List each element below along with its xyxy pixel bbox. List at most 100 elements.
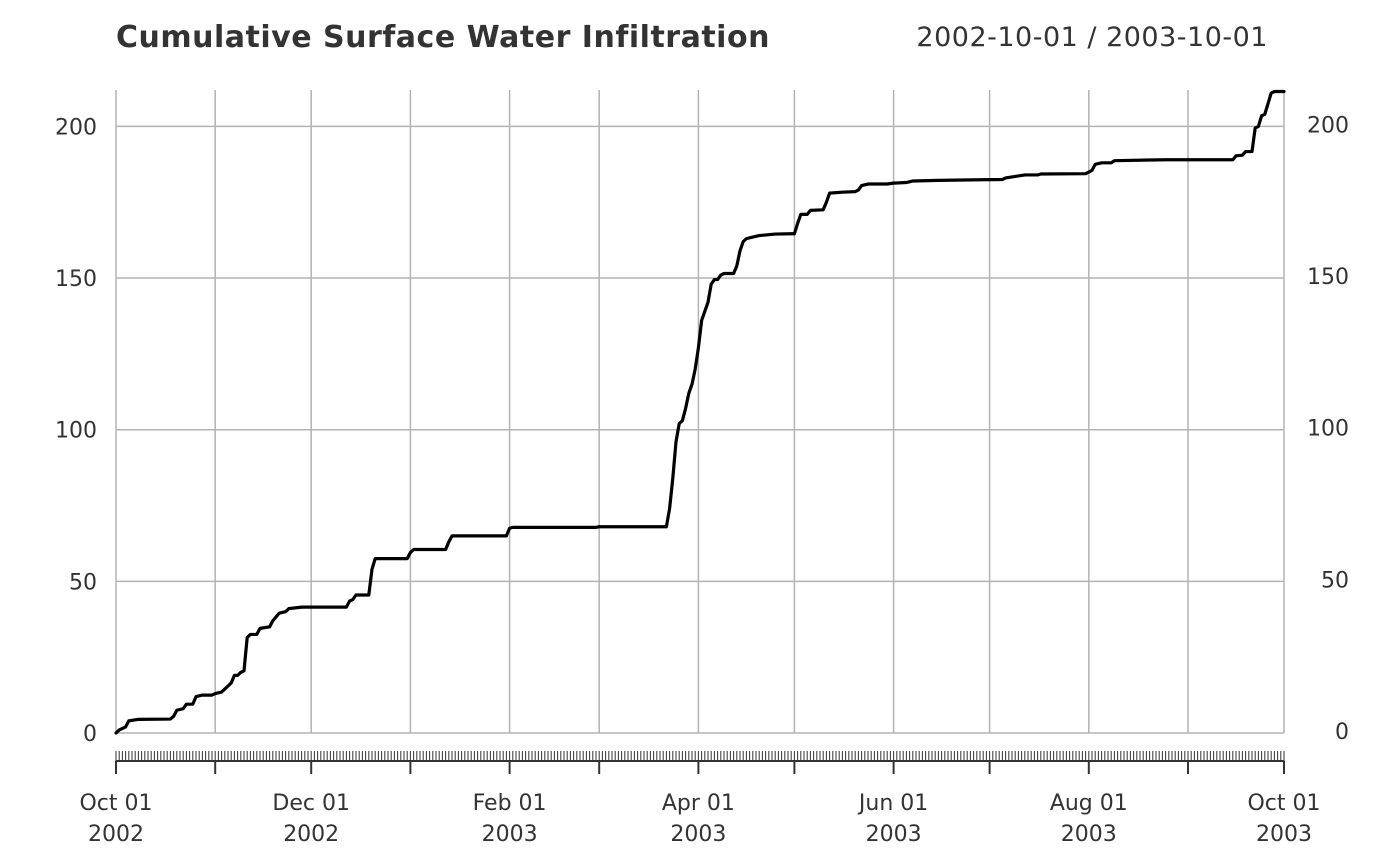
data-point: [739, 250, 741, 252]
data-point: [115, 732, 117, 734]
data-point: [1254, 127, 1256, 129]
y-tick-label-left: 50: [69, 570, 97, 595]
x-tick-label-month: Dec 01: [272, 791, 350, 816]
data-point: [345, 606, 347, 608]
data-point: [742, 241, 744, 243]
data-point: [758, 234, 760, 237]
data-point: [688, 392, 690, 394]
y-tick-label-left: 200: [55, 115, 97, 140]
data-point: [285, 611, 287, 613]
data-point: [169, 718, 171, 720]
x-tick-label-year: 2002: [88, 822, 144, 847]
x-tick-label-year: 2002: [283, 822, 339, 847]
data-point: [1232, 159, 1234, 161]
data-point: [800, 213, 802, 215]
data-point: [211, 694, 213, 696]
series-layer: [114, 89, 1286, 735]
data-point: [243, 670, 245, 672]
data-point: [118, 729, 120, 731]
data-point: [678, 423, 680, 425]
data-point: [893, 182, 895, 184]
data-point: [1101, 162, 1103, 164]
data-point: [201, 694, 203, 696]
data-point: [1273, 90, 1275, 93]
data-point: [672, 477, 674, 479]
data-point: [595, 526, 597, 528]
data-point: [1165, 159, 1167, 161]
data-point: [1270, 92, 1272, 94]
data-point: [240, 671, 242, 673]
data-point: [368, 594, 370, 596]
x-tick-label-month: Oct 01: [79, 791, 152, 816]
data-point: [697, 347, 700, 349]
series-line: [114, 89, 1286, 735]
data-point: [227, 685, 229, 687]
data-point: [1245, 150, 1247, 153]
data-point: [413, 548, 415, 551]
data-point: [937, 179, 940, 181]
y-tick-label-left: 0: [83, 722, 97, 747]
data-point: [1241, 154, 1243, 156]
data-point: [1261, 115, 1263, 117]
data-point: [125, 726, 127, 728]
data-point: [374, 558, 376, 560]
data-point: [1024, 174, 1026, 176]
x-tick-label-year: 2003: [1256, 822, 1312, 847]
data-point: [598, 526, 600, 528]
data-point: [768, 234, 770, 236]
data-point: [1264, 113, 1266, 115]
data-point: [905, 181, 908, 184]
data-point: [1037, 174, 1039, 176]
y-tick-label-left: 150: [55, 267, 97, 292]
data-point: [829, 192, 831, 194]
data-point: [1014, 175, 1016, 178]
data-point: [1257, 125, 1259, 127]
data-point: [310, 606, 312, 608]
data-point: [774, 233, 776, 235]
data-point: [355, 594, 357, 596]
data-point: [701, 319, 703, 322]
x-tick-label-month: Jun 01: [857, 791, 928, 816]
data-point: [176, 709, 178, 711]
y-tick-label-left: 100: [55, 419, 97, 444]
data-point: [349, 600, 351, 602]
data-point: [841, 191, 844, 193]
data-point: [867, 183, 869, 185]
data-point: [1085, 173, 1087, 175]
data-point: [1235, 155, 1237, 157]
data-point: [137, 718, 139, 720]
x-tick-label-year: 2003: [1061, 822, 1117, 847]
chart-title: Cumulative Surface Water Infiltration: [116, 20, 770, 55]
data-point: [790, 233, 792, 235]
data-point: [269, 626, 271, 628]
x-tick-label-month: Feb 01: [473, 791, 547, 816]
data-point: [278, 612, 280, 614]
data-point: [745, 238, 748, 240]
data-point: [182, 708, 184, 710]
grid-lines: [115, 90, 1285, 734]
data-point: [448, 541, 450, 543]
data-point: [685, 407, 687, 410]
x-tick-label-month: Apr 01: [662, 791, 735, 816]
data-point: [249, 633, 251, 636]
data-point: [1110, 162, 1112, 164]
data-point: [861, 184, 863, 187]
y-tick-label-right: 0: [1335, 720, 1349, 745]
data-point: [912, 180, 914, 182]
data-point: [825, 201, 828, 203]
data-point: [665, 526, 668, 528]
data-point: [371, 568, 373, 570]
data-point: [409, 551, 411, 554]
data-point: [1005, 177, 1007, 179]
data-point: [406, 558, 408, 560]
data-point: [288, 608, 290, 610]
data-point: [185, 703, 187, 705]
x-axis: Oct 01 2002 Dec 01 2002 Feb 01 2003 Apr 01 2003…: [79, 751, 1321, 847]
data-point: [752, 236, 754, 238]
data-point: [793, 233, 796, 235]
data-point: [886, 183, 888, 185]
data-point: [173, 715, 175, 717]
data-point: [505, 535, 507, 537]
data-point: [669, 507, 671, 510]
